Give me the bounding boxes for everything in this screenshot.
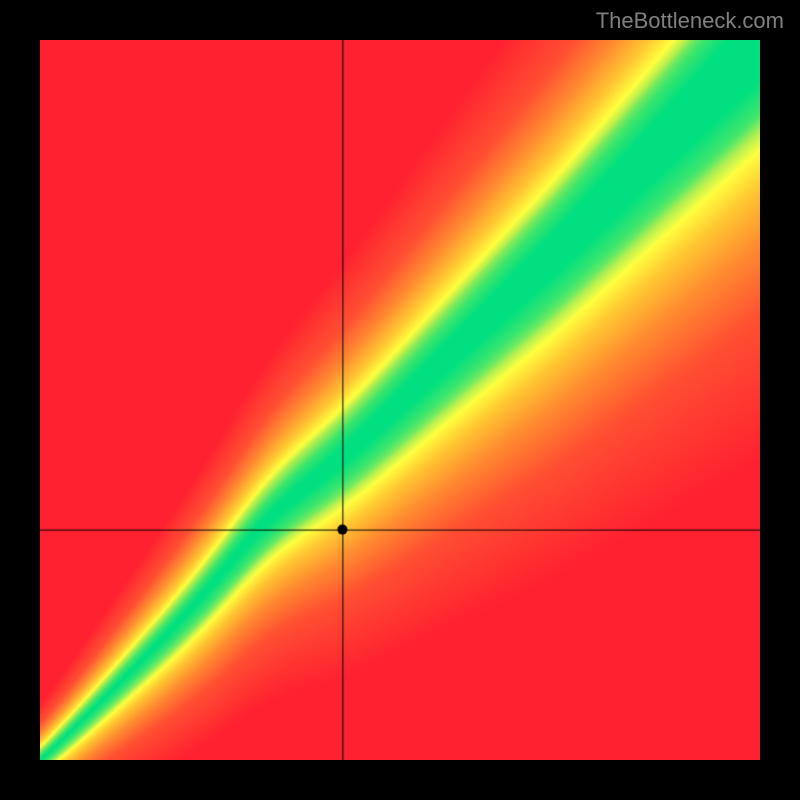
heatmap-plot [40,40,760,760]
heatmap-canvas [40,40,760,760]
watermark-text: TheBottleneck.com [596,8,784,34]
chart-container: TheBottleneck.com [0,0,800,800]
